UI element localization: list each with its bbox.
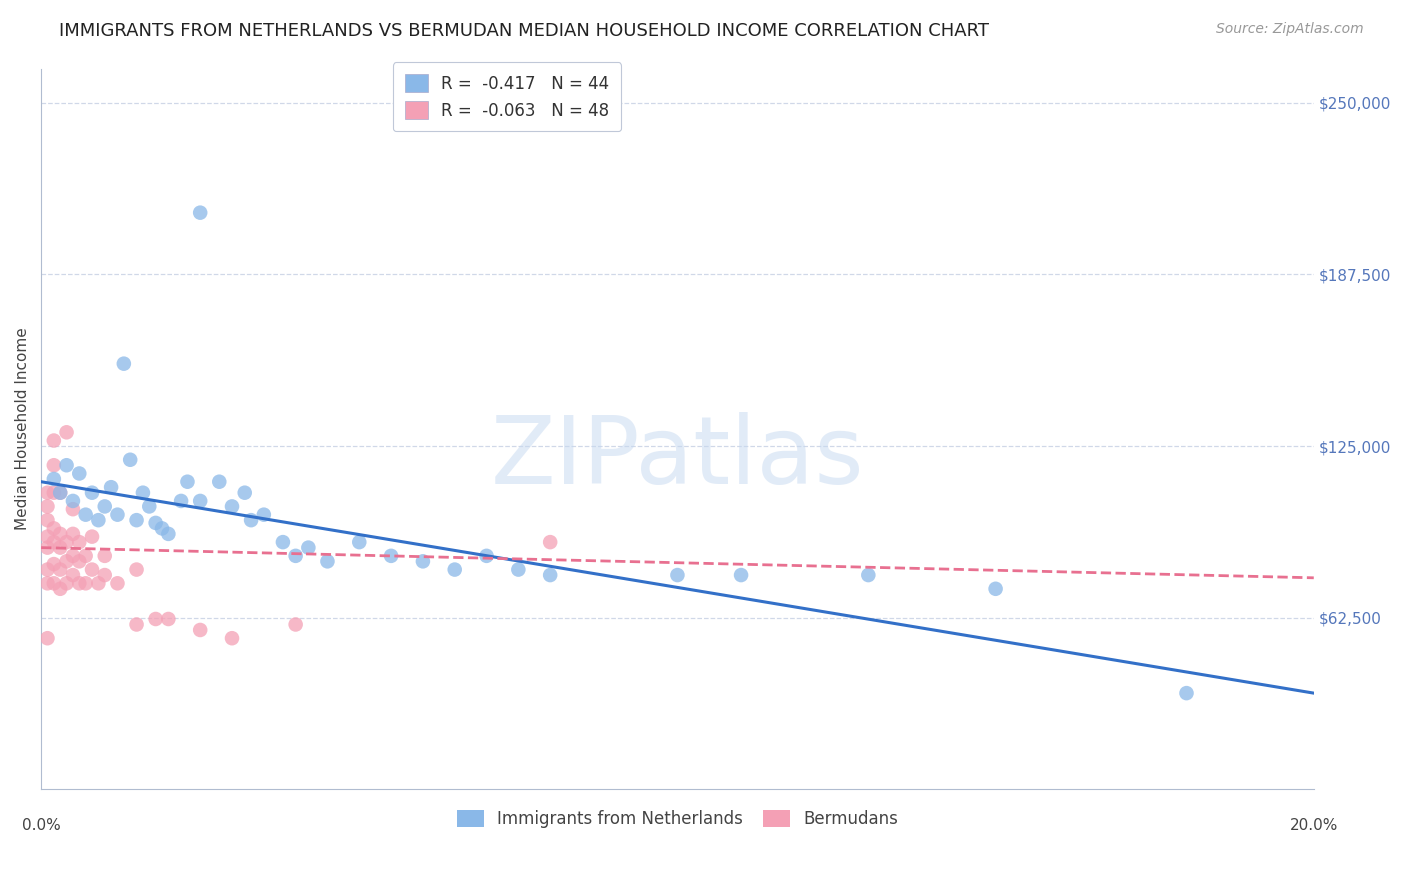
Point xyxy=(42,576,65,591)
Point xyxy=(49,582,72,596)
Point xyxy=(145,516,167,530)
Point xyxy=(858,568,880,582)
Point xyxy=(125,617,148,632)
Point xyxy=(120,452,142,467)
Point xyxy=(666,568,689,582)
Point xyxy=(42,485,65,500)
Point xyxy=(42,434,65,448)
Point xyxy=(125,563,148,577)
Point xyxy=(93,500,115,514)
Text: 0.0%: 0.0% xyxy=(21,818,60,833)
Point xyxy=(730,568,752,582)
Point xyxy=(221,500,243,514)
Point xyxy=(80,563,103,577)
Point xyxy=(42,472,65,486)
Point xyxy=(42,458,65,473)
Point xyxy=(125,513,148,527)
Point xyxy=(37,530,59,544)
Point xyxy=(157,612,180,626)
Point xyxy=(80,485,103,500)
Point xyxy=(62,549,84,563)
Point xyxy=(37,485,59,500)
Point xyxy=(443,563,465,577)
Point xyxy=(538,535,561,549)
Point xyxy=(49,527,72,541)
Point xyxy=(475,549,498,563)
Point xyxy=(984,582,1007,596)
Point xyxy=(55,458,77,473)
Point xyxy=(55,535,77,549)
Point xyxy=(132,485,155,500)
Point xyxy=(80,530,103,544)
Point xyxy=(37,563,59,577)
Point xyxy=(188,494,211,508)
Text: ZIPatlas: ZIPatlas xyxy=(491,412,865,504)
Point xyxy=(49,563,72,577)
Point xyxy=(42,521,65,535)
Point xyxy=(316,554,339,568)
Point xyxy=(271,535,294,549)
Point xyxy=(75,549,97,563)
Point xyxy=(107,508,129,522)
Point xyxy=(67,576,90,591)
Point xyxy=(55,576,77,591)
Point xyxy=(297,541,319,555)
Point xyxy=(380,549,402,563)
Text: 20.0%: 20.0% xyxy=(1289,818,1339,833)
Point xyxy=(208,475,231,489)
Point xyxy=(150,521,173,535)
Point xyxy=(93,549,115,563)
Point xyxy=(49,485,72,500)
Point xyxy=(157,527,180,541)
Point xyxy=(233,485,256,500)
Point xyxy=(349,535,371,549)
Point xyxy=(1175,686,1198,700)
Point xyxy=(100,480,122,494)
Point xyxy=(240,513,263,527)
Point xyxy=(538,568,561,582)
Point xyxy=(170,494,193,508)
Point xyxy=(62,502,84,516)
Point xyxy=(62,494,84,508)
Point xyxy=(188,623,211,637)
Point xyxy=(62,568,84,582)
Point xyxy=(67,535,90,549)
Point xyxy=(55,554,77,568)
Point xyxy=(42,535,65,549)
Point xyxy=(188,205,211,219)
Text: IMMIGRANTS FROM NETHERLANDS VS BERMUDAN MEDIAN HOUSEHOLD INCOME CORRELATION CHAR: IMMIGRANTS FROM NETHERLANDS VS BERMUDAN … xyxy=(59,22,988,40)
Text: Source: ZipAtlas.com: Source: ZipAtlas.com xyxy=(1216,22,1364,37)
Point xyxy=(67,467,90,481)
Point xyxy=(112,357,135,371)
Point xyxy=(107,576,129,591)
Point xyxy=(284,617,307,632)
Point xyxy=(75,576,97,591)
Point xyxy=(49,485,72,500)
Legend: Immigrants from Netherlands, Bermudans: Immigrants from Netherlands, Bermudans xyxy=(450,804,904,835)
Point xyxy=(93,568,115,582)
Point xyxy=(87,513,110,527)
Point xyxy=(176,475,198,489)
Point xyxy=(253,508,276,522)
Point xyxy=(75,508,97,522)
Point xyxy=(284,549,307,563)
Point xyxy=(37,541,59,555)
Point xyxy=(49,541,72,555)
Point xyxy=(67,554,90,568)
Point xyxy=(42,557,65,571)
Point xyxy=(145,612,167,626)
Point xyxy=(37,576,59,591)
Point xyxy=(37,631,59,645)
Point xyxy=(62,527,84,541)
Point xyxy=(138,500,160,514)
Point xyxy=(221,631,243,645)
Point xyxy=(37,500,59,514)
Point xyxy=(508,563,530,577)
Point xyxy=(412,554,434,568)
Point xyxy=(37,513,59,527)
Point xyxy=(55,425,77,440)
Point xyxy=(87,576,110,591)
Y-axis label: Median Household Income: Median Household Income xyxy=(15,327,30,530)
